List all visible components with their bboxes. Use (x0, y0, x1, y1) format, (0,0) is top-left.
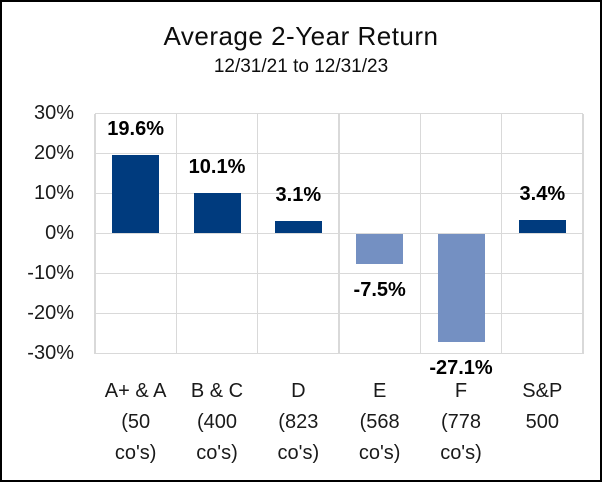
gridline-vertical (582, 113, 584, 354)
bar (518, 219, 566, 234)
bar (193, 193, 241, 234)
gridline-vertical (256, 113, 259, 354)
y-tick-label: 30% (33, 102, 74, 124)
bar-value-label: -27.1% (429, 356, 493, 379)
x-category-label: B & C (400 co's) (190, 380, 244, 464)
y-tick-label: 20% (33, 142, 74, 164)
x-category-label: D (823 co's) (277, 380, 320, 464)
x-category-label: E (568 co's) (358, 380, 401, 464)
gridline-vertical (338, 113, 340, 354)
bar (356, 233, 404, 264)
bar-value-label: 19.6% (107, 118, 165, 141)
gridline-vertical (419, 113, 422, 354)
gridline-horizontal (95, 352, 583, 355)
bar (112, 155, 160, 234)
bar-value-label: 10.1% (188, 156, 246, 179)
y-tick-label: 0% (45, 222, 74, 244)
bar (437, 233, 485, 342)
y-tick-label: -10% (27, 262, 74, 284)
x-category-label: F (778 co's) (440, 380, 482, 464)
y-tick-label: -20% (27, 302, 74, 324)
chart-subtitle: 12/31/21 to 12/31/23 (213, 56, 389, 77)
x-category-label: S&P 500 (522, 380, 563, 433)
y-tick-label: 10% (33, 182, 74, 204)
bar (274, 221, 322, 234)
y-tick-label: -30% (27, 342, 74, 364)
gridline-vertical (175, 113, 178, 354)
x-category-label: A+ & A (50 co's) (104, 380, 167, 464)
bar-value-label: -7.5% (353, 278, 406, 301)
bar-value-label: 3.4% (519, 182, 566, 205)
gridline-vertical (94, 113, 96, 354)
bar-value-label: 3.1% (275, 184, 322, 207)
chart-title: Average 2-Year Return (163, 21, 439, 51)
gridline-vertical (500, 113, 503, 354)
